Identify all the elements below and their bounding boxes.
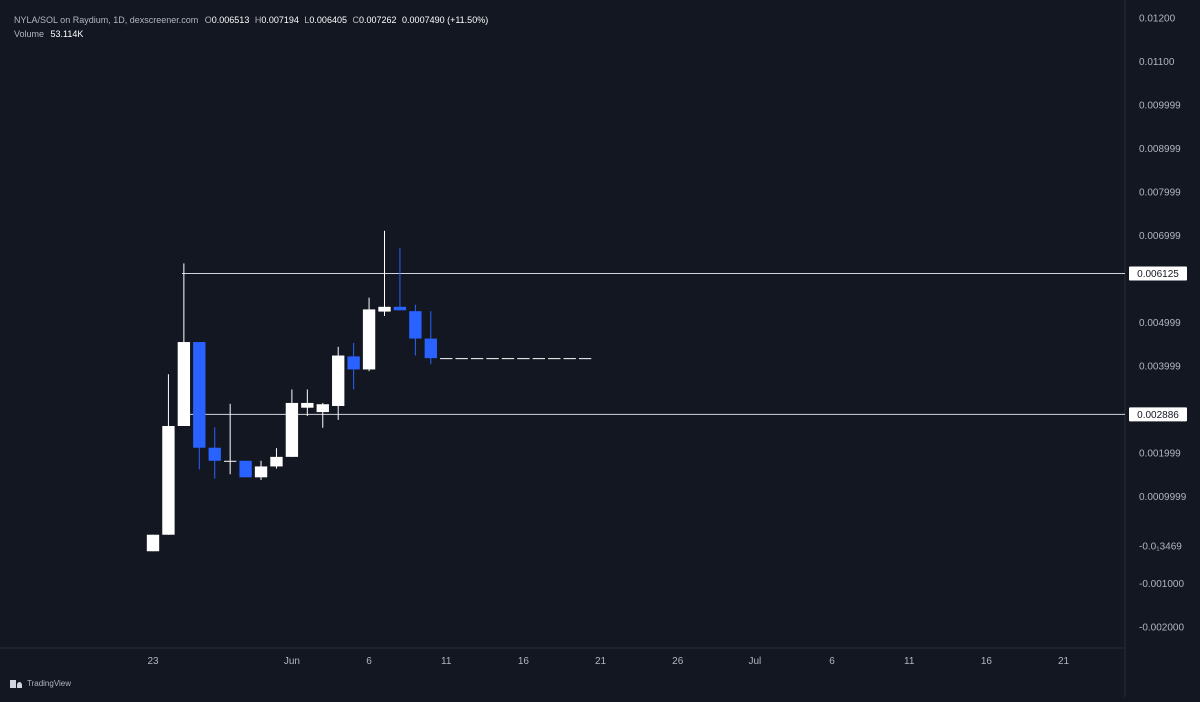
y-tick-label: 0.01200 xyxy=(1139,14,1176,25)
y-tick-label: 0.006999 xyxy=(1139,231,1181,242)
legend-high-label: H xyxy=(254,15,262,25)
legend-volume-label: Volume xyxy=(14,29,45,39)
candle-body xyxy=(146,534,160,552)
y-tick-label: -0.001000 xyxy=(1139,579,1184,590)
y-tick-label: 0.01100 xyxy=(1139,57,1175,68)
candle-body xyxy=(239,460,252,478)
legend-close-label: C xyxy=(352,15,359,25)
legend-close: 0.007262 xyxy=(358,15,397,25)
candle-body xyxy=(254,466,268,478)
y-tick-label: 0.009999 xyxy=(1139,101,1181,112)
x-tick-label: 11 xyxy=(904,656,915,667)
x-tick-label: 11 xyxy=(441,656,452,667)
y-tick-label: 0.008999 xyxy=(1139,144,1181,155)
legend-open-label: O xyxy=(204,15,212,25)
legend-open: 0.006513 xyxy=(211,15,250,25)
candle-body xyxy=(301,402,314,408)
y-tick-label: -0.0₁3469 xyxy=(1139,541,1182,552)
candle-body xyxy=(486,358,499,360)
candle-body xyxy=(378,306,391,312)
x-tick-label: 26 xyxy=(672,656,684,667)
x-tick-label: Jun xyxy=(284,656,300,667)
tradingview-branding[interactable]: TradingView xyxy=(10,679,71,688)
candle-body xyxy=(393,306,407,311)
legend-low-label: L xyxy=(304,15,310,25)
candle-body xyxy=(177,342,191,426)
x-tick-label: 16 xyxy=(518,656,530,667)
candle-body xyxy=(563,358,576,360)
candle-body xyxy=(455,358,468,360)
legend-change: 0.0007490 (+11.50%) xyxy=(402,15,489,25)
level-price-tag xyxy=(1129,407,1187,422)
candle-body xyxy=(424,338,437,359)
x-tick-label: 6 xyxy=(829,656,835,667)
candle-body xyxy=(208,447,221,461)
legend-symbol: NYLA/SOL on Raydium, 1D, dexscreener.com xyxy=(14,15,199,25)
candle-body xyxy=(223,460,237,462)
chart-legend: NYLA/SOL on Raydium, 1D, dexscreener.com… xyxy=(14,13,488,41)
y-tick-label: 0.001999 xyxy=(1139,449,1181,460)
candle-body xyxy=(470,358,484,360)
x-tick-label: 21 xyxy=(595,656,607,667)
x-tick-label: 16 xyxy=(981,656,993,667)
candle-body xyxy=(532,358,546,360)
candle-body xyxy=(162,425,175,535)
candle-body xyxy=(332,355,345,406)
legend-volume: 53.114K xyxy=(50,29,84,39)
tradingview-logo-icon xyxy=(10,679,22,688)
legend-high: 0.007194 xyxy=(261,15,299,25)
candle-body xyxy=(362,309,376,370)
candle-body xyxy=(548,358,561,360)
candle-body xyxy=(347,356,360,370)
candle-body xyxy=(578,358,592,360)
candle-body xyxy=(285,402,299,457)
legend-ohlc-row: NYLA/SOL on Raydium, 1D, dexscreener.com… xyxy=(14,13,488,27)
x-tick-label: Jul xyxy=(749,656,762,667)
y-tick-label: -0.002000 xyxy=(1139,622,1184,633)
candle-body xyxy=(440,358,453,360)
y-tick-label: 0.004999 xyxy=(1139,318,1181,329)
y-tick-label: 0.007999 xyxy=(1139,188,1181,199)
candle-body xyxy=(517,358,530,360)
candle-body xyxy=(501,358,515,360)
legend-volume-row: Volume 53.114K xyxy=(14,27,488,41)
candle-body xyxy=(193,342,206,448)
candle-body xyxy=(316,404,329,413)
x-tick-label: 6 xyxy=(366,656,372,667)
level-price-tag xyxy=(1129,266,1187,281)
x-tick-label: 23 xyxy=(147,656,159,667)
y-tick-label: 0.0009999 xyxy=(1139,492,1187,503)
candle-body xyxy=(270,456,283,467)
candle-body xyxy=(409,311,422,339)
level-price-label: 0.006125 xyxy=(1137,269,1179,280)
x-tick-label: 21 xyxy=(1058,656,1070,667)
tradingview-label: TradingView xyxy=(27,679,72,688)
y-tick-label: 0.003999 xyxy=(1139,362,1181,373)
legend-low: 0.006405 xyxy=(309,15,347,25)
level-price-label: 0.002886 xyxy=(1137,410,1179,421)
